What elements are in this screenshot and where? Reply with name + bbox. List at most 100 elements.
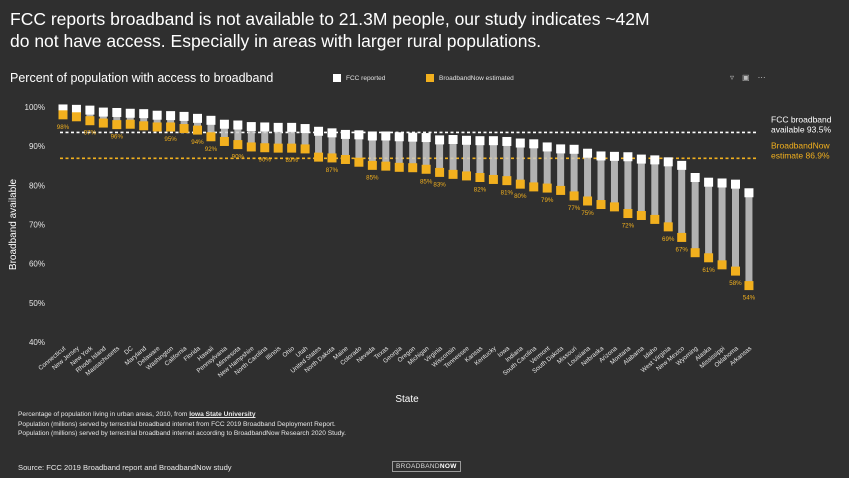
x-category-label: DC — [123, 345, 135, 356]
x-category-label: Illinois — [265, 345, 283, 362]
broadbandnow-point — [394, 162, 404, 172]
gap-bar — [220, 124, 228, 142]
gap-bar — [247, 126, 255, 147]
fcc-point — [448, 135, 458, 145]
data-label: 79% — [541, 197, 554, 204]
fcc-point — [340, 129, 350, 139]
broadbandnow-point — [677, 232, 687, 242]
legend-swatch-fcc — [333, 74, 341, 82]
fcc-point — [260, 122, 270, 132]
fcc-point — [475, 136, 485, 146]
broadbandnow-average-line-label: BroadbandNow estimate 86.9% — [771, 140, 830, 160]
legend-item-broadbandnow: BroadbandNow estimated — [426, 74, 514, 82]
gap-bar — [422, 137, 430, 170]
fcc-point — [314, 126, 324, 136]
x-category-label: Ohio — [281, 345, 296, 359]
fcc-point — [179, 111, 189, 121]
fcc-point — [394, 132, 404, 142]
gap-bar — [288, 127, 296, 149]
broadbandnow-point — [569, 191, 579, 201]
gap-bar — [664, 161, 672, 227]
gap-bar — [436, 139, 444, 173]
fcc-point — [462, 135, 471, 145]
filter-icon[interactable]: ▿ — [730, 73, 735, 82]
y-axis-label: Broadband available — [8, 178, 19, 270]
gap-bar — [274, 127, 282, 149]
fcc-point — [650, 155, 660, 165]
gap-bar — [476, 140, 484, 178]
broadbandnow-point — [233, 140, 243, 150]
broadbandnow-point — [435, 167, 445, 177]
gap-bar — [597, 155, 605, 205]
data-label: 96% — [111, 134, 124, 141]
chart-title: Percent of population with access to bro… — [10, 71, 274, 85]
broadbandnow-point — [125, 119, 135, 129]
data-label: 87% — [326, 167, 339, 174]
fcc-point — [71, 104, 81, 114]
fcc-point — [354, 130, 364, 140]
broadbandnow-point — [623, 209, 633, 219]
footnote-1-text: Percentage of population living in urban… — [18, 411, 190, 418]
footnote-3: Population (millions) served by terrestr… — [18, 430, 346, 438]
fcc-point — [287, 122, 297, 132]
broadbandnow-point — [354, 157, 364, 167]
gap-bar — [140, 113, 148, 126]
broadbandnow-point — [139, 121, 149, 131]
data-label: 85% — [420, 178, 433, 185]
gap-bar — [328, 132, 336, 158]
gap-bar — [153, 115, 161, 127]
broadbandnow-point — [112, 120, 122, 130]
data-label: 58% — [729, 280, 742, 287]
broadbandnow-point — [583, 196, 593, 206]
broadbandnow-point — [85, 116, 95, 126]
fcc-point — [58, 104, 68, 114]
fcc-point — [246, 122, 256, 132]
broadbandnow-point — [448, 169, 458, 179]
broadbandnow-point — [717, 260, 727, 270]
data-label: 72% — [622, 223, 635, 230]
data-label: 61% — [702, 267, 715, 274]
broadbandnow-point — [704, 253, 714, 263]
data-label: 90% — [259, 157, 272, 164]
gap-bar — [732, 184, 739, 272]
fcc-point — [381, 131, 391, 141]
broadbandnow-point — [166, 122, 176, 132]
gap-bar — [584, 153, 592, 201]
gap-bar — [705, 182, 713, 258]
broadbandnow-point — [58, 110, 68, 120]
fcc-point — [583, 148, 593, 158]
gap-bar — [99, 112, 107, 124]
broadbandnow-point — [502, 176, 512, 186]
y-tick-label: 50% — [29, 299, 45, 308]
gap-bar — [678, 165, 686, 238]
fcc-point — [556, 144, 566, 154]
gap-bar — [516, 143, 524, 185]
more-options-icon[interactable]: ⋯ — [757, 73, 766, 82]
broadbandnow-point — [219, 136, 229, 146]
gap-bar — [167, 115, 175, 127]
broadbandnow-point — [193, 125, 202, 135]
fcc-point — [193, 113, 202, 123]
gap-bar — [180, 116, 188, 129]
fcc-point — [139, 109, 149, 119]
y-tick-label: 100% — [25, 103, 45, 112]
broadbandnow-point — [327, 153, 337, 163]
fcc-point — [206, 115, 216, 125]
broadbandnow-point — [515, 179, 525, 189]
data-label: 80% — [514, 193, 527, 200]
broadbandnow-point — [744, 281, 754, 291]
data-label: 85% — [366, 174, 379, 181]
fcc-point — [273, 122, 283, 132]
gap-bar — [234, 125, 242, 145]
fcc-point — [421, 133, 431, 143]
broadbandnow-point — [98, 118, 108, 128]
data-label: 98% — [57, 124, 70, 131]
broadbandnow-point — [340, 154, 350, 164]
gap-bar — [113, 112, 121, 125]
gap-bar — [489, 140, 497, 180]
focus-mode-icon[interactable]: ▣ — [742, 73, 750, 82]
broadbandnow-point — [71, 112, 81, 122]
fcc-point — [219, 119, 229, 129]
broadbandnow-point — [421, 164, 431, 174]
iowa-state-link[interactable]: Iowa State University — [189, 411, 256, 418]
